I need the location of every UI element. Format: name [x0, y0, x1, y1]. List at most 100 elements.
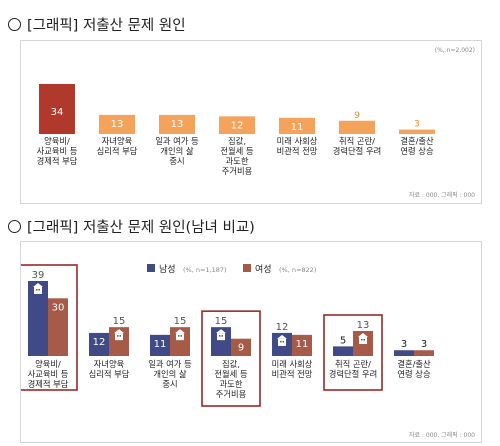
bar-male-1 — [89, 332, 109, 356]
bar-1 — [99, 114, 135, 134]
category-label-4-0: 미래 사회상 — [272, 359, 313, 369]
bar-value-m-2: 11 — [154, 339, 167, 350]
category-label-3-0: 집값, — [222, 359, 240, 369]
category-label-1-1: 심리적 부담 — [97, 146, 138, 156]
bar-3 — [219, 116, 255, 134]
legend-name-0: 남성 — [159, 264, 176, 275]
bar-male-2 — [150, 334, 170, 356]
chart-panel-cause: (%, n=2,002) 34 양육비/사교육비 등 경제적 부담 13 자녀양육 심리적… — [20, 40, 482, 204]
category-label-6-0: 결혼/출산 — [397, 359, 431, 369]
bar-value-f-3: 9 — [238, 343, 244, 354]
category-label-0-1: 사교육비 등 — [28, 369, 69, 379]
bar-value-m-4: 12 — [276, 322, 289, 333]
category-label-1-0: 자녀양육 — [94, 359, 125, 369]
category-label-2-0: 일과 여가 등 — [148, 359, 192, 369]
bar-value-2: 13 — [171, 119, 184, 130]
category-label-3-3: 주거비용 — [222, 166, 253, 176]
building-icon — [33, 283, 43, 294]
circle-bullet-icon — [8, 18, 21, 31]
bar-value-3: 12 — [231, 120, 244, 131]
bar-female-2 — [170, 327, 190, 356]
bar-6 — [399, 129, 435, 134]
bar-0 — [39, 84, 75, 134]
category-label-2-2: 중시 — [162, 379, 177, 389]
category-label-6-1: 연령 상승 — [397, 369, 431, 379]
legend-n-1: (%, n=822) — [279, 266, 316, 274]
category-label-5-0: 취직 곤란/ — [335, 359, 371, 369]
bar-male-3 — [211, 327, 231, 356]
section-title-1: [그래픽] 저출산 문제 원인 — [27, 18, 186, 34]
bar-value-m-0: 39 — [32, 270, 45, 281]
section-heading-1: [그래픽] 저출산 문제 원인 — [8, 14, 186, 35]
bar-value-1: 13 — [111, 119, 124, 130]
bar-value-m-1: 12 — [93, 337, 106, 348]
building-icon — [114, 329, 124, 341]
bar-value-f-4: 11 — [296, 339, 309, 350]
bar-value-m-6: 3 — [401, 339, 407, 350]
bar-value-6: 3 — [414, 120, 420, 130]
bar-value-f-1: 15 — [113, 316, 126, 327]
category-label-3-1: 전월세 등 — [220, 146, 254, 156]
highlight-frame-3 — [201, 310, 261, 407]
source-note-2: 자료 : 000, 그래픽 : 000 — [409, 432, 475, 439]
category-label-4-1: 비관적 전망 — [272, 369, 313, 379]
bar-female-6 — [414, 350, 434, 356]
category-label-0-2: 경제적 부담 — [28, 379, 69, 389]
category-label-3-3: 주거비용 — [216, 389, 247, 399]
category-label-3-2: 과도한 — [226, 156, 249, 166]
source-note: 자료 : 000, 그래픽 : 000 — [409, 192, 475, 199]
category-label-4-1: 비관적 전망 — [277, 146, 318, 156]
category-label-5-1: 경력단절 우려 — [333, 146, 381, 156]
bar-male-6 — [394, 350, 414, 356]
category-label-3-2: 과도한 — [220, 379, 243, 389]
category-label-4-0: 미래 사회상 — [277, 136, 318, 146]
category-label-6-1: 연령 상승 — [400, 146, 434, 156]
bar-male-0 — [28, 281, 48, 356]
category-label-2-1: 개인의 삶 — [153, 369, 187, 379]
category-label-2-1: 개인의 삶 — [160, 146, 194, 156]
bar-value-5: 9 — [354, 111, 360, 121]
category-label-6-0: 결혼/출산 — [400, 136, 434, 146]
building-icon — [277, 334, 287, 346]
unit-note: (%, n=2,002) — [434, 47, 475, 54]
bar-value-f-6: 3 — [421, 339, 427, 350]
category-label-1-1: 심리적 부담 — [89, 369, 130, 379]
legend-name-1: 여성 — [255, 263, 272, 275]
building-icon — [175, 329, 185, 341]
category-label-2-2: 중시 — [169, 156, 184, 166]
bar-female-4 — [292, 334, 312, 356]
category-label-0-0: 양육비/ — [35, 359, 61, 369]
bar-5 — [339, 120, 375, 134]
bar-female-3 — [231, 338, 251, 356]
bar-female-0 — [48, 298, 68, 356]
category-label-1-0: 자녀양육 — [102, 136, 133, 146]
bar-4 — [279, 117, 315, 134]
bar-value-f-0: 30 — [52, 302, 65, 313]
category-label-0-2: 경제적 부담 — [37, 156, 78, 166]
bar-value-0: 34 — [51, 107, 64, 118]
bar-value-4: 11 — [291, 122, 304, 133]
category-label-3-0: 집값, — [228, 136, 246, 146]
legend-swatch-1 — [243, 264, 251, 272]
bar-value-m-5: 5 — [340, 335, 346, 346]
highlight-frame-5 — [323, 314, 383, 391]
building-icon — [216, 329, 226, 341]
section-title-2: [그래픽] 저출산 문제 원인(남녀 비교) — [27, 220, 255, 236]
bar-male-5 — [333, 346, 353, 356]
category-label-3-1: 전월세 등 — [214, 369, 248, 379]
section-heading-2: [그래픽] 저출산 문제 원인(남녀 비교) — [8, 216, 255, 237]
category-label-5-0: 취직 곤란/ — [339, 136, 375, 146]
category-label-2-0: 일과 여가 등 — [155, 136, 199, 146]
bar-2 — [159, 114, 195, 134]
category-label-0-1: 사교육비 등 — [37, 146, 78, 156]
bar-value-f-5: 13 — [357, 320, 370, 331]
chart-panel-gender: 남성 (%, n=1,187) 여성 (%, n=822) 39 30 양육비/사교육비 등… — [18, 241, 482, 443]
circle-bullet-icon — [8, 220, 21, 233]
legend-n-0: (%, n=1,187) — [183, 266, 227, 274]
bar-value-m-3: 15 — [215, 316, 228, 327]
bar-female-1 — [109, 327, 129, 356]
bar-value-f-2: 15 — [174, 316, 187, 327]
category-label-0-0: 양육비/ — [44, 136, 70, 146]
